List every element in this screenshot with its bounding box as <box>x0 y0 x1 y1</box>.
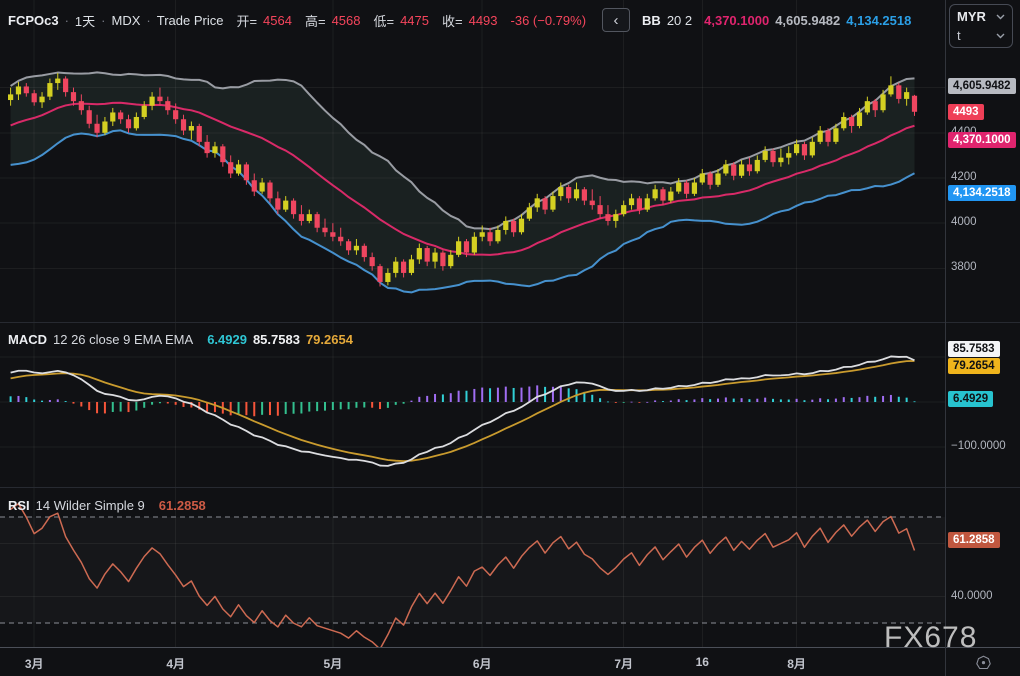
macd-line-badge: 85.7583 <box>948 341 1000 358</box>
rsi-value-badge: 61.2858 <box>948 532 1000 549</box>
currency-row[interactable]: MYR <box>957 7 1005 26</box>
rsi-pane[interactable] <box>0 502 945 649</box>
separator-dot: · <box>146 12 151 28</box>
pane-separator-1[interactable] <box>0 322 1020 323</box>
high-label: 高= <box>304 13 326 29</box>
macd-legend[interactable]: MACD 12 26 close 9 EMA EMA 6.4929 85.758… <box>8 329 353 349</box>
close-value: 4493 <box>468 12 498 28</box>
macd-line-value: 85.7583 <box>252 331 300 347</box>
low-value: 4475 <box>400 12 429 28</box>
bb-params: 20 2 <box>666 12 693 28</box>
time-axis-label: 3月 <box>24 657 44 671</box>
macd-params: 12 26 close 9 EMA EMA <box>53 331 194 347</box>
exchange-label[interactable]: MDX <box>111 12 141 28</box>
symbol-legend[interactable]: FCPOc3 · 1天 · MDX · Trade Price 开= 4564 高… <box>8 8 911 32</box>
axis-tick-label: 40.0000 <box>951 589 993 602</box>
open-label: 开= <box>236 13 258 29</box>
axis-tick-label: 3800 <box>951 261 977 274</box>
time-axis-label: 7月 <box>614 657 634 671</box>
change-value: -36 (−0.79%) <box>510 12 587 28</box>
unit-row[interactable]: t <box>957 26 1005 45</box>
open-value: 4564 <box>263 12 292 28</box>
macd-hist-badge: 6.4929 <box>948 391 994 408</box>
macd-signal-value: 79.2654 <box>305 331 353 347</box>
time-axis-label: 4月 <box>166 657 185 671</box>
chart-canvas[interactable] <box>0 0 945 676</box>
close-label: 收= <box>442 13 463 29</box>
macd-signal-badge: 79.2654 <box>948 358 1000 375</box>
rsi-legend[interactable]: RSI 14 Wilder Simple 9 61.2858 <box>8 495 206 515</box>
series-type-label: Trade Price <box>156 12 224 28</box>
bb-indicator-title[interactable]: BB <box>642 12 661 28</box>
watermark: FX678 <box>884 621 978 654</box>
time-axis-label: 16 <box>695 655 709 669</box>
separator-dot: · <box>101 12 106 28</box>
chevron-down-icon <box>996 33 1005 38</box>
unit-value: t <box>957 28 961 43</box>
time-axis[interactable]: 3月 4月 5月 6月 7月 16 8月 <box>0 647 1020 676</box>
price-axis[interactable]: MYR t 44004200400038004,605.948244934,37… <box>945 0 1020 676</box>
currency-unit-selector[interactable]: MYR t <box>949 4 1013 48</box>
time-axis-label: 5月 <box>323 657 343 671</box>
interval-label[interactable]: 1天 <box>74 13 96 29</box>
high-value: 4568 <box>331 12 361 28</box>
pane-separator-2[interactable] <box>0 487 1020 488</box>
macd-pane[interactable] <box>0 355 945 467</box>
last-price-badge: 4493 <box>948 103 984 120</box>
collapse-legend-button[interactable]: ‹ <box>602 8 631 32</box>
scale-settings-icon[interactable] <box>975 655 992 676</box>
time-axis-label: 6月 <box>472 657 492 671</box>
bb-basis-badge: 4,370.1000 <box>948 131 1016 148</box>
price-pane[interactable] <box>0 71 945 294</box>
chevron-down-icon <box>996 14 1005 19</box>
axis-tick-label: 4000 <box>951 216 977 229</box>
rsi-title[interactable]: RSI <box>8 497 30 513</box>
time-axis-label: 8月 <box>787 657 806 671</box>
axis-tick-label: −100.0000 <box>951 440 1006 452</box>
low-label: 低= <box>373 13 395 29</box>
currency-value: MYR <box>957 9 986 24</box>
symbol-name[interactable]: FCPOc3 <box>8 12 59 28</box>
bb-upper-value: 4,605.9482 <box>775 12 841 28</box>
axis-tick-label: 4200 <box>951 171 977 183</box>
bb-lower-value: 4,134.2518 <box>846 12 912 28</box>
rsi-value: 61.2858 <box>158 497 206 513</box>
bb-basis-value: 4,370.1000 <box>704 12 770 28</box>
rsi-params: 14 Wilder Simple 9 <box>35 497 145 513</box>
bb-lower-badge: 4,134.2518 <box>948 184 1016 201</box>
chevron-left-icon: ‹ <box>613 11 619 29</box>
bb-upper-badge: 4,605.9482 <box>948 78 1016 95</box>
macd-hist-value: 6.4929 <box>207 331 247 347</box>
separator-dot: · <box>64 12 69 28</box>
macd-title[interactable]: MACD <box>8 331 47 347</box>
